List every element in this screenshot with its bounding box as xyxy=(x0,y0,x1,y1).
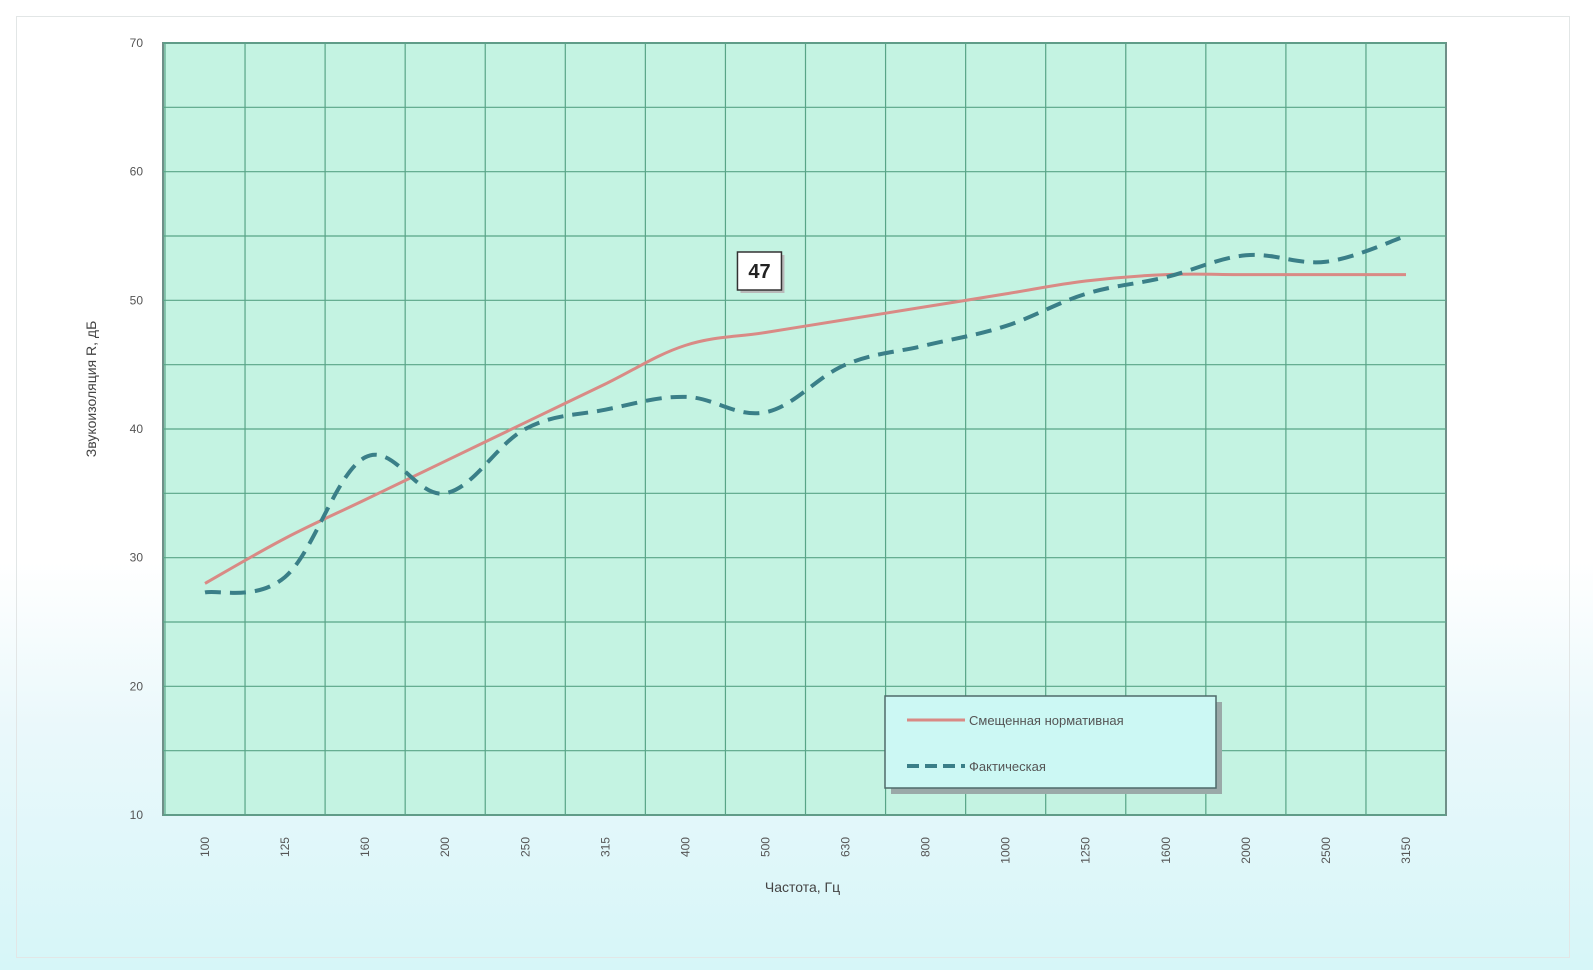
annotations: 47 xyxy=(736,251,785,293)
y-tick-labels: 10 20 30 40 50 60 70 xyxy=(130,36,144,822)
annotation-box: 47 xyxy=(736,251,785,293)
legend: Смещенная нормативная Фактическая xyxy=(884,695,1222,794)
x-tick-label: 2500 xyxy=(1319,837,1333,864)
series-lines xyxy=(204,234,1407,595)
x-tick-label: 125 xyxy=(278,837,292,857)
y-tick-label: 40 xyxy=(130,422,144,436)
series-line-normative xyxy=(204,272,1406,585)
x-tick-labels: 100 125 160 200 250 315 400 500 630 800 1000 1250 16… xyxy=(198,837,1413,864)
x-tick-label: 100 xyxy=(198,837,212,857)
annotation-frame xyxy=(736,251,783,291)
x-tick-label: 1250 xyxy=(1079,837,1093,864)
x-tick-label: 800 xyxy=(919,837,933,857)
x-tick-label: 2000 xyxy=(1239,837,1253,864)
x-tick-label: 1600 xyxy=(1159,837,1173,864)
y-axis-title: Звукоизоляция R, дБ xyxy=(83,321,99,458)
x-axis-title: Частота, Гц xyxy=(765,879,840,895)
legend-box xyxy=(884,695,1217,789)
legend-label-normative: Смещенная нормативная xyxy=(969,713,1124,728)
x-tick-label: 250 xyxy=(518,837,532,857)
legend-label-actual: Фактическая xyxy=(969,759,1046,774)
y-tick-label: 50 xyxy=(130,293,144,307)
y-tick-label: 30 xyxy=(130,551,144,565)
x-tick-label: 400 xyxy=(678,837,692,857)
x-tick-label: 3150 xyxy=(1399,837,1413,864)
x-tick-label: 630 xyxy=(839,837,853,857)
y-tick-label: 70 xyxy=(130,36,144,50)
chart-frame xyxy=(16,16,1570,958)
x-tick-label: 500 xyxy=(758,837,772,857)
x-tick-label: 1000 xyxy=(999,837,1013,864)
annotation-value: 47 xyxy=(748,261,770,283)
x-tick-label: 315 xyxy=(598,837,612,857)
x-tick-label: 160 xyxy=(358,837,372,857)
x-tick-label: 200 xyxy=(438,837,452,857)
y-tick-label: 10 xyxy=(130,808,144,822)
y-tick-label: 20 xyxy=(130,679,144,693)
series-line-actual xyxy=(204,234,1407,595)
y-tick-label: 60 xyxy=(130,165,144,179)
grid xyxy=(163,42,1446,816)
